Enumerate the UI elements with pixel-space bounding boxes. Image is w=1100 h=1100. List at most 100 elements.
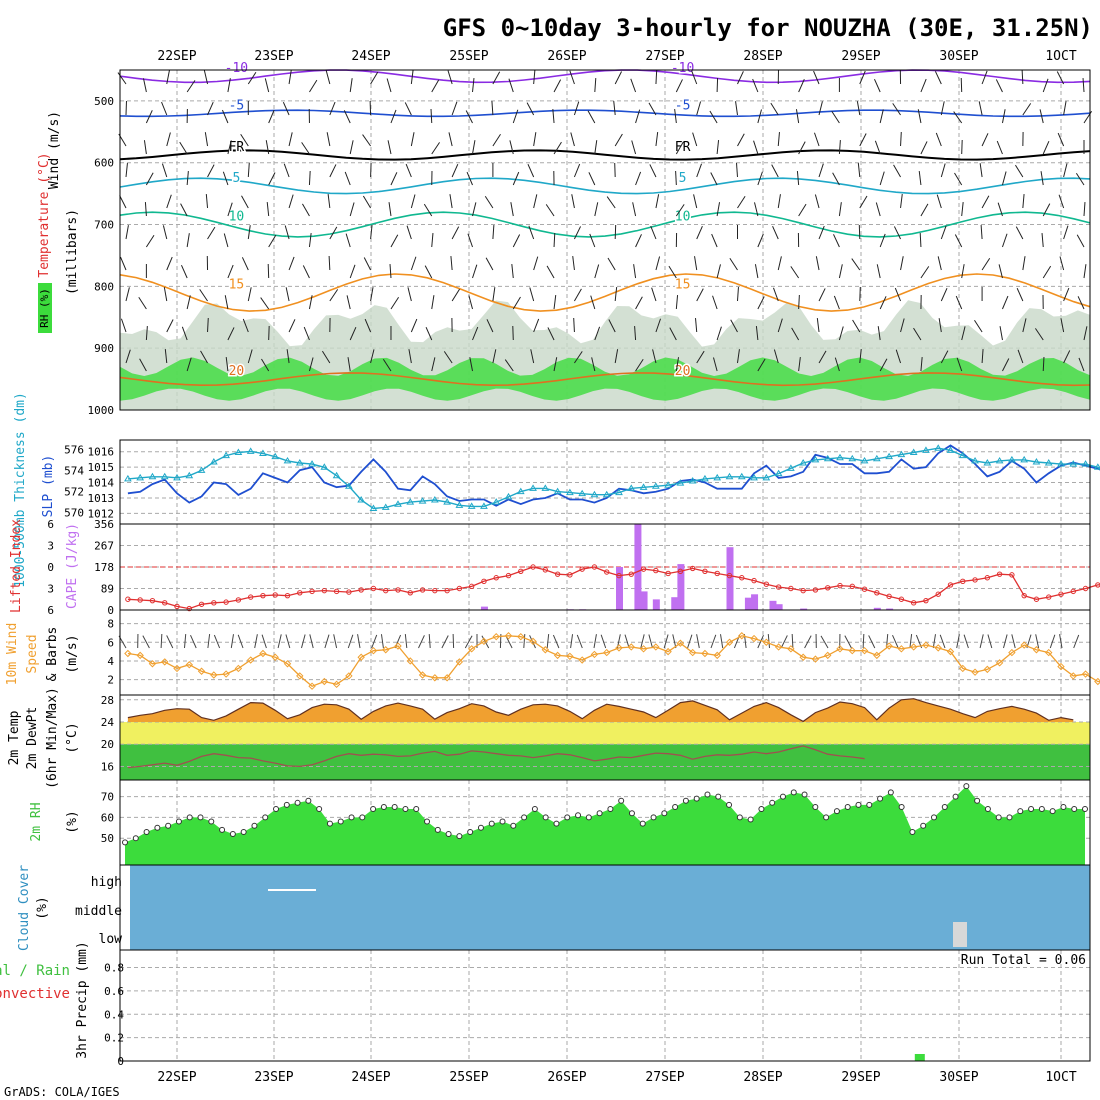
- wind10m-point: [995, 659, 1004, 667]
- wind-barb: [1021, 69, 1024, 85]
- wind-barb: [832, 172, 840, 186]
- wind-barb: [936, 194, 942, 209]
- wind-barb: [166, 256, 173, 271]
- wind-barb: [410, 256, 417, 271]
- wind-barb: [199, 289, 208, 302]
- li-point: [370, 585, 377, 592]
- wind10m-barb: [804, 635, 812, 649]
- wind-barb: [410, 132, 415, 147]
- wind10m-barb: [347, 634, 354, 649]
- wind-barb: [472, 202, 477, 217]
- rh-point: [262, 814, 269, 821]
- rh-point: [1082, 806, 1088, 813]
- rh-point: [531, 806, 538, 813]
- wind10m-barb: [333, 634, 338, 649]
- wind-barb: [981, 133, 989, 147]
- li-point: [309, 588, 315, 595]
- wind10m-barb: [600, 634, 607, 649]
- li-point: [898, 596, 905, 602]
- wind-barb: [166, 132, 171, 147]
- y-tick-label: 500: [94, 95, 114, 108]
- y-tick-label: 800: [94, 280, 114, 293]
- thickness-point: [922, 446, 930, 453]
- y-tick-label: 60: [101, 811, 114, 824]
- wind-barb: [485, 257, 494, 271]
- wind-barb: [791, 327, 800, 341]
- isotherm-label: 5: [232, 171, 240, 186]
- wind10m-point: [173, 664, 181, 673]
- thickness-point: [872, 454, 881, 462]
- rh-point: [1028, 806, 1035, 813]
- wind10m-point: [296, 672, 304, 680]
- wind-barb: [186, 80, 196, 93]
- wind-barb: [510, 202, 514, 217]
- thickness-line: [127, 447, 1100, 510]
- thickness-point: [345, 482, 353, 489]
- thickness-point: [1057, 460, 1065, 467]
- wind-barb: [533, 318, 540, 333]
- rh-point: [726, 801, 733, 808]
- wind10m-point: [774, 643, 783, 651]
- wind-barb: [777, 256, 782, 271]
- wind10m-barb: [1011, 634, 1016, 649]
- wind-barb: [301, 142, 310, 155]
- wind-barb: [1077, 296, 1085, 310]
- wind-barb: [893, 164, 901, 178]
- wind-barb: [737, 195, 746, 209]
- wind-barb: [1022, 194, 1025, 209]
- wind10m-barb: [932, 634, 936, 649]
- y-tick-label: 572: [64, 486, 84, 499]
- li-point: [395, 587, 401, 593]
- li-point: [137, 597, 143, 603]
- rh-point: [650, 814, 657, 821]
- wind-barb: [284, 225, 290, 240]
- wind-barb: [125, 163, 128, 178]
- wind-barb: [796, 171, 800, 186]
- li-point: [825, 585, 831, 591]
- li-point: [849, 583, 855, 590]
- wind-barb: [328, 255, 331, 271]
- li-point: [223, 599, 229, 605]
- wind-barb: [737, 133, 745, 147]
- li-point: [260, 592, 266, 599]
- wind10m-barb: [624, 634, 630, 649]
- bottom-date-label: 29SEP: [841, 1070, 880, 1085]
- wind-barb: [913, 327, 922, 341]
- wind-barb: [247, 162, 250, 178]
- thickness-point: [1008, 455, 1016, 463]
- wind-barb: [920, 357, 923, 372]
- wind-barb: [139, 358, 147, 372]
- thickness-point: [1044, 459, 1053, 466]
- thickness-point: [320, 463, 329, 470]
- wind-barb: [917, 109, 922, 124]
- li-point: [739, 575, 745, 581]
- wind-barb: [937, 256, 942, 271]
- wind-barb: [448, 132, 453, 147]
- wind10m-point: [443, 674, 451, 682]
- thickness-point: [774, 469, 783, 477]
- wind-barb: [613, 101, 616, 116]
- thickness-point: [148, 472, 157, 480]
- wind-barb: [1063, 287, 1070, 302]
- thickness-point: [909, 448, 918, 455]
- wind-barb: [410, 194, 416, 209]
- wind-barb: [528, 225, 535, 240]
- li-point: [432, 587, 438, 594]
- wind-barb: [472, 326, 479, 341]
- li-point: [1095, 582, 1100, 588]
- wind-barb: [467, 233, 473, 248]
- wind-barb: [363, 257, 372, 271]
- thickness-point: [136, 473, 145, 481]
- wind10m-barb: [909, 634, 913, 649]
- thickness-point: [271, 452, 280, 460]
- isotherm-label: 15: [675, 278, 691, 293]
- rh-point: [823, 814, 830, 821]
- wind-barb: [1042, 78, 1049, 93]
- thickness-point: [455, 501, 464, 508]
- wind-barb: [978, 101, 983, 116]
- wind-barb: [1002, 295, 1009, 310]
- wind-barb: [757, 358, 766, 372]
- wind10m-point: [603, 648, 611, 657]
- wind-barb: [879, 233, 886, 248]
